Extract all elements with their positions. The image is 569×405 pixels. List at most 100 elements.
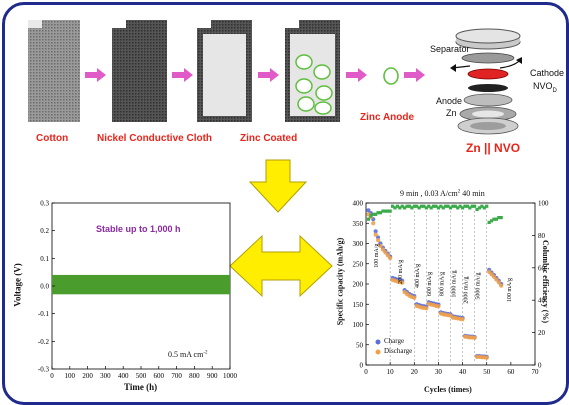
capacity-ytick-label: 200	[353, 281, 364, 289]
step-label-zinc-coated: Zinc Coated	[240, 133, 298, 144]
discharge-point	[412, 295, 417, 300]
arrow-4	[346, 68, 367, 82]
efficiency-point	[485, 204, 489, 208]
voltage-xtick-label: 200	[82, 372, 93, 380]
voltage-xtick-label: 100	[65, 372, 76, 380]
yellow-arrow-double	[229, 234, 333, 298]
efficiency-point	[489, 219, 494, 223]
efficiency-point	[415, 204, 419, 208]
voltage-ytick-label: 0.1	[40, 255, 49, 263]
step-label-zinc-anode: Zinc Anode	[360, 112, 415, 123]
voltage-ytick-label: 0.0	[40, 283, 49, 291]
capacity-ytick-label: 250	[353, 260, 364, 268]
yellow-arrow-down	[248, 159, 308, 213]
efficiency-point	[429, 206, 433, 210]
capacity-xlabel: Cycles (times)	[424, 385, 472, 394]
efficiency-point	[482, 206, 486, 210]
efficiency-point	[405, 204, 409, 208]
voltage-plot: 0 100 200 300 400 500 600 700 800 900 1000 -0.3 -0.2…	[38, 200, 238, 381]
legend-discharge-marker	[375, 349, 381, 355]
discharge-point	[496, 280, 501, 285]
voltage-xtick-label: 1000	[223, 372, 238, 380]
efficiency-point	[376, 211, 380, 215]
discharge-point	[484, 355, 489, 360]
efficiency-point	[477, 206, 482, 210]
capacity-ytick-label: 350	[353, 220, 364, 228]
efficiency-point	[463, 204, 467, 208]
legend-discharge-label: Discharge	[384, 347, 413, 355]
rate-label: 100 mA/g	[507, 278, 513, 302]
legend-charge-label: Charge	[384, 337, 405, 345]
efficiency-point	[366, 217, 371, 221]
rate-label: 400 mA/g	[415, 264, 421, 288]
capacity-xtick-label: 70	[532, 368, 540, 376]
anode-material-label: Zn	[446, 108, 457, 118]
capacity-xtick-label: 30	[435, 368, 443, 376]
capacity-xtick-label: 60	[507, 368, 515, 376]
voltage-ytick-label: 0.2	[40, 227, 49, 235]
capacity-xtick-label: 0	[364, 368, 368, 376]
efficiency-point	[381, 209, 385, 213]
rate-label: 2000 mA/g	[463, 276, 469, 303]
capacity-plot: 0 10 20 30 40 50 60 700501001502002503003504000…	[353, 200, 550, 377]
capacity-xtick-label: 40	[459, 368, 467, 376]
efficiency-point	[378, 211, 383, 215]
efficiency-point	[487, 220, 491, 225]
capacity-y2tick-label: 20	[538, 329, 546, 337]
capacity-ylabel-left: Specific capacity (mAh/g)	[335, 237, 345, 326]
efficiency-point	[407, 204, 412, 208]
efficiency-point	[419, 204, 424, 208]
voltage-xtick-label: 600	[154, 372, 165, 380]
discharge-point	[460, 317, 465, 322]
voltage-xtick-label: 500	[136, 372, 147, 380]
discharge-point	[400, 280, 405, 285]
legend-charge-marker	[375, 339, 381, 345]
efficiency-point	[395, 204, 399, 208]
capacity-xtick-label: 50	[483, 368, 491, 376]
efficiency-point	[427, 204, 431, 208]
efficiency-point	[388, 209, 392, 213]
cathode-label: Cathode	[530, 68, 565, 78]
rate-label: 800 mA/g	[439, 272, 445, 296]
step-label-cotton: Cotton	[36, 133, 69, 144]
rate-label: 5000 mA/g	[475, 272, 481, 299]
anode-label: Anode	[436, 96, 463, 106]
efficiency-point	[434, 204, 438, 208]
capacity-xtick-label: 20	[411, 368, 419, 376]
voltage-annotation: Stable up to 1,000 h	[96, 224, 181, 234]
efficiency-point	[446, 204, 450, 208]
efficiency-point	[439, 204, 443, 208]
rate-label: 200 mA/g	[398, 260, 404, 284]
cathode-material-label: NVOD	[533, 81, 557, 94]
discharge-point	[436, 304, 441, 309]
capacity-ytick-label: 0	[360, 362, 364, 370]
capacity-legend	[375, 339, 381, 355]
efficiency-point	[412, 204, 416, 208]
efficiency-point	[386, 209, 390, 213]
zinc-coated-image	[197, 20, 252, 122]
efficiency-point	[475, 207, 479, 212]
voltage-ytick-label: 0.3	[40, 200, 49, 208]
capacity-y2tick-label: 40	[538, 297, 546, 305]
efficiency-point	[393, 206, 397, 210]
voltage-xtick-label: 900	[207, 372, 218, 380]
capacity-ytick-label: 150	[353, 301, 364, 309]
step-label-nickel-cloth: Nickel Conductive Cloth	[97, 133, 213, 144]
efficiency-point	[422, 204, 426, 208]
discharge-point	[375, 238, 381, 243]
voltage-ytick-label: -0.1	[38, 310, 50, 318]
cell-title: Zn || NVO	[466, 141, 521, 155]
efficiency-point	[383, 209, 387, 213]
efficiency-point	[444, 204, 448, 208]
efficiency-point	[374, 212, 378, 216]
efficiency-point	[453, 204, 457, 208]
efficiency-point	[468, 206, 472, 210]
efficiency-point	[371, 212, 375, 216]
current-density-label: 0.5 mA cm-2	[168, 350, 208, 359]
efficiency-point	[436, 206, 441, 210]
voltage-xtick-label: 400	[118, 372, 129, 380]
rate-label: 600 mA/g	[427, 272, 433, 296]
cotton-image	[28, 20, 80, 122]
efficiency-point	[417, 206, 421, 210]
capacity-y2tick-label: 100	[538, 200, 549, 208]
